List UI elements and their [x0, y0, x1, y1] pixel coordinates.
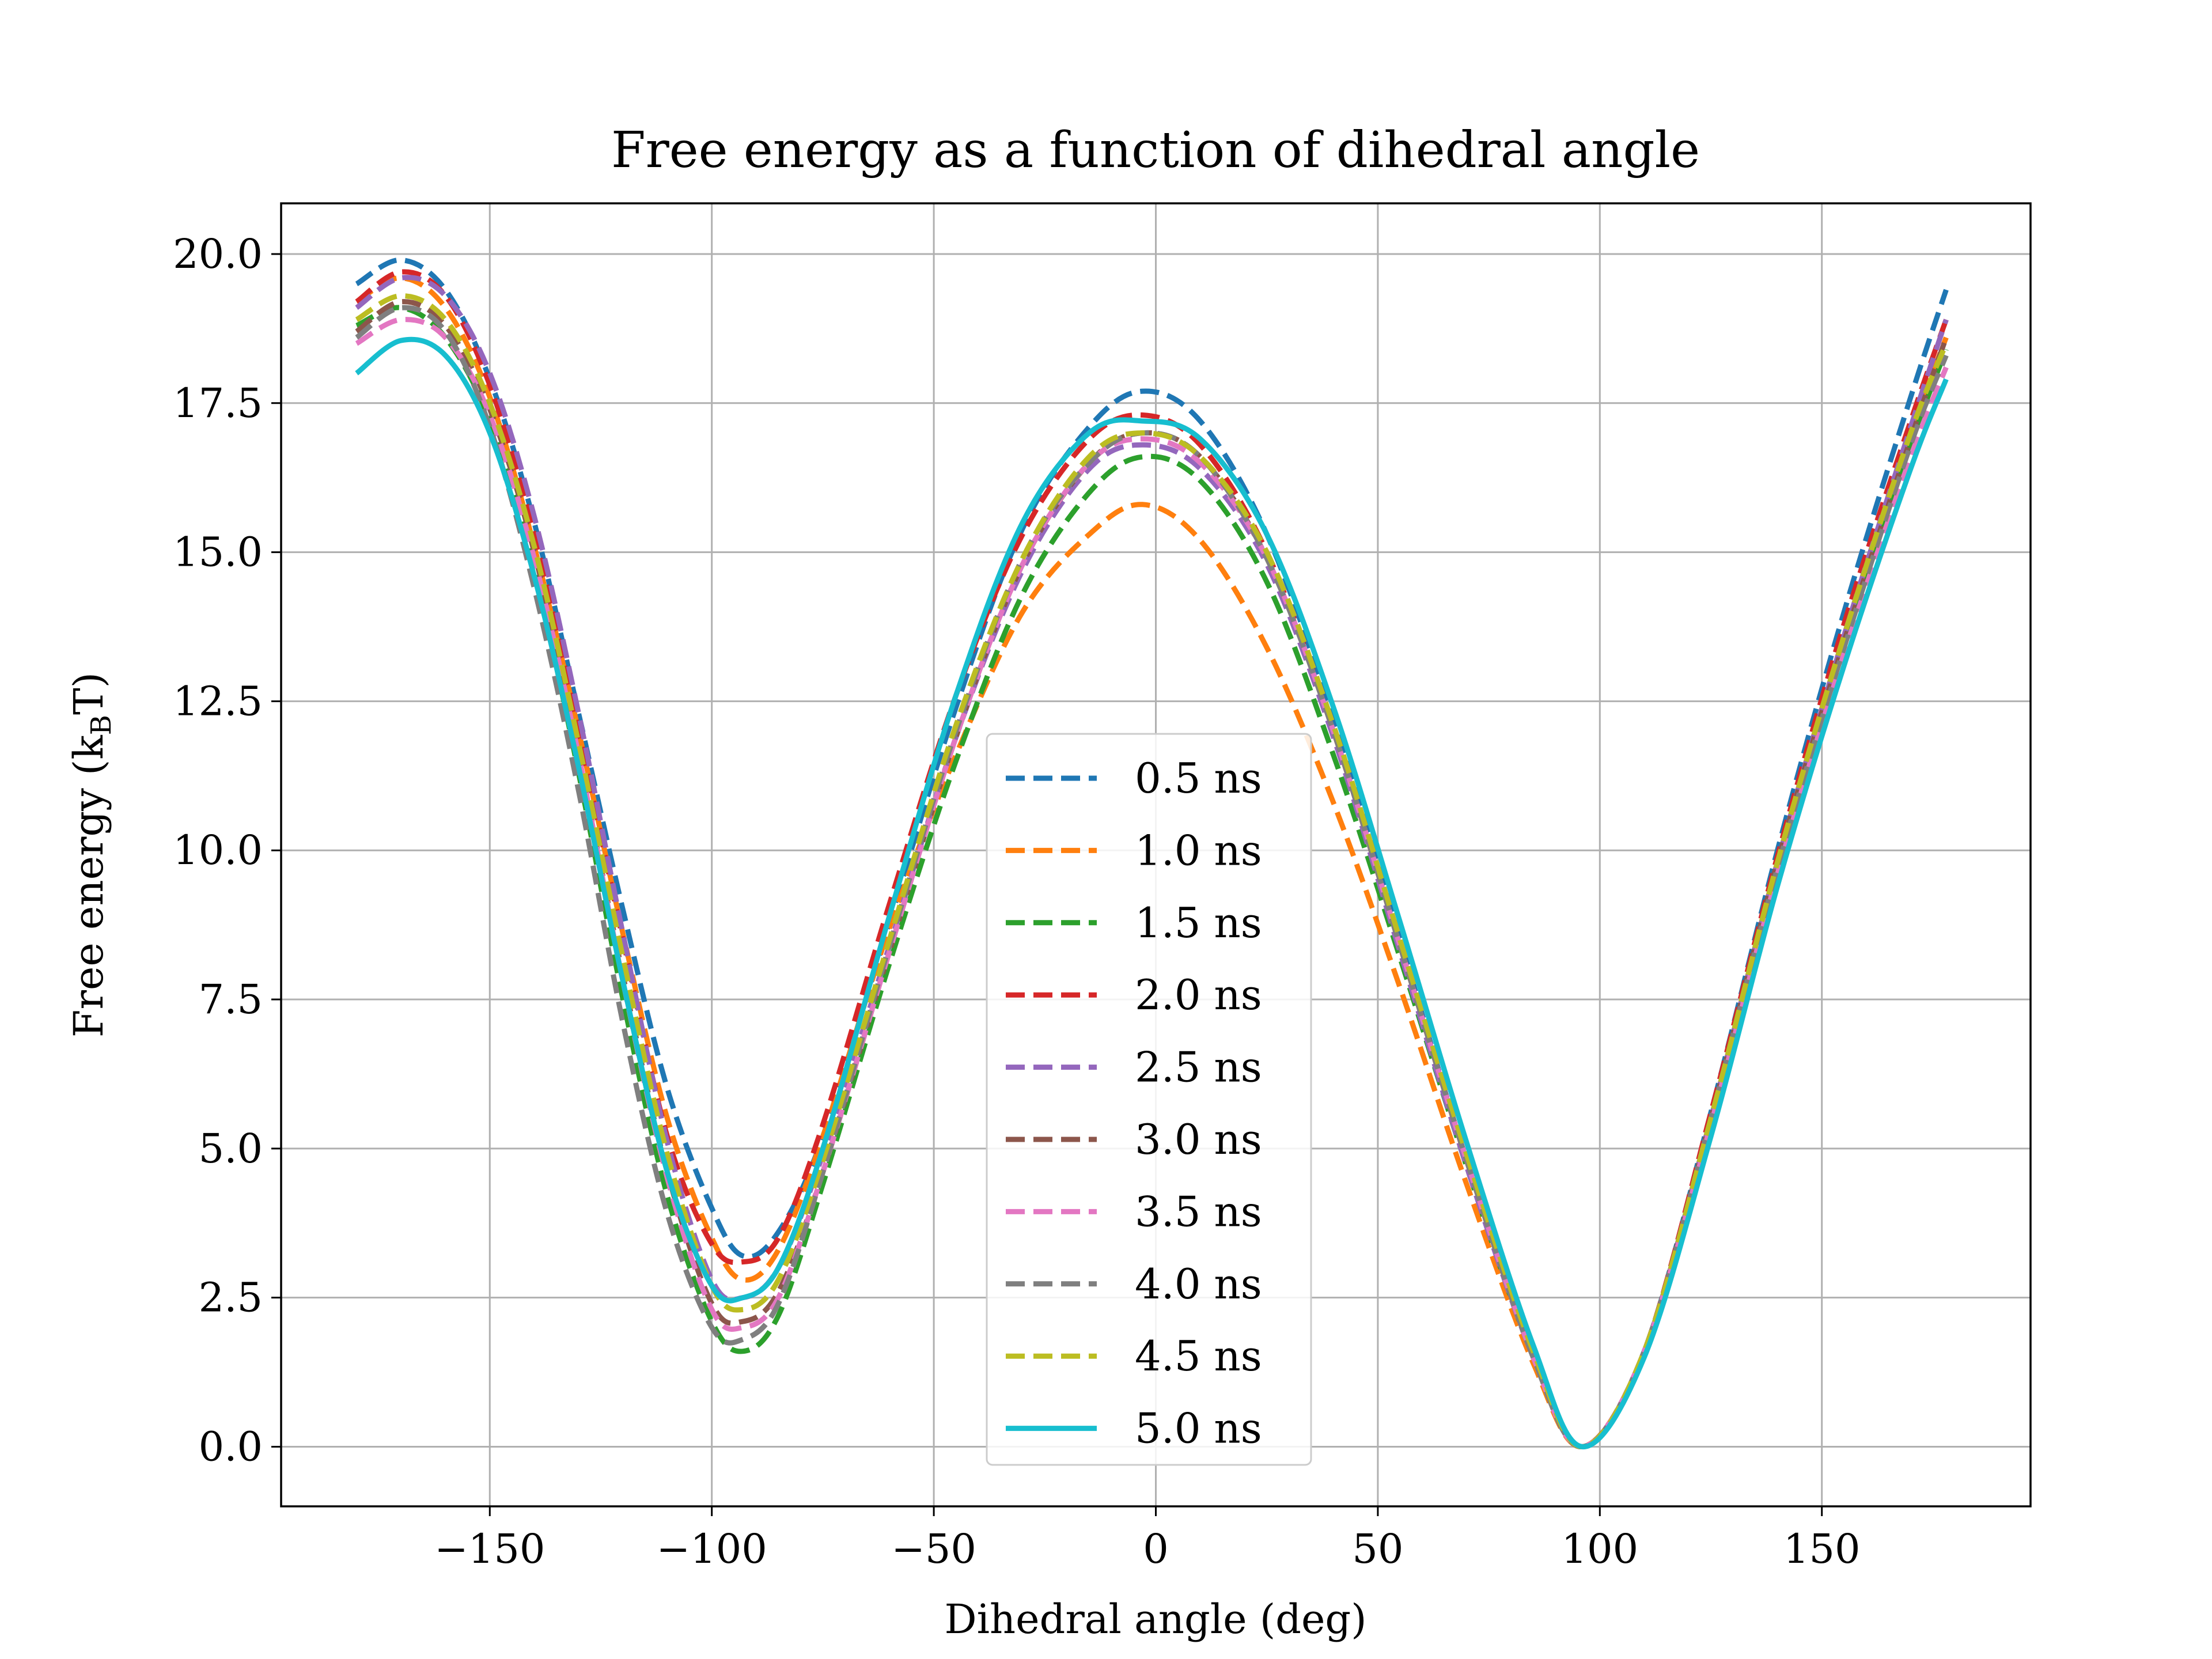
y-axis-ticks: 0.0 2.5 5.0 7.5 10.0 12.5 15.0 17.5 20.0: [173, 230, 281, 1470]
legend-label: 4.0 ns: [1135, 1260, 1262, 1308]
y-tick-label: 5.0: [199, 1125, 263, 1172]
legend-label: 2.5 ns: [1135, 1043, 1262, 1092]
y-tick-label: 0.0: [199, 1423, 263, 1470]
legend-label: 5.0 ns: [1135, 1404, 1262, 1453]
y-tick-label: 12.5: [173, 677, 263, 725]
x-axis-ticks: −150 −100 −50 0 50 100 150: [434, 1506, 1861, 1573]
series-line-7: [355, 305, 1949, 1449]
x-tick-label: 100: [1562, 1525, 1639, 1573]
legend-label: 2.0 ns: [1135, 971, 1262, 1019]
y-tick-label: 10.0: [173, 827, 263, 874]
y-tick-label: 7.5: [199, 976, 263, 1023]
series-lines: [355, 257, 1949, 1450]
legend: 0.5 ns 1.0 ns 1.5 ns 2.0 ns 2.5 ns 3.0 ns 3.5 …: [986, 733, 1312, 1466]
y-tick-label: 2.5: [199, 1274, 263, 1321]
y-tick-label: 20.0: [173, 230, 263, 278]
legend-label: 4.5 ns: [1135, 1332, 1262, 1380]
legend-label: 1.0 ns: [1135, 826, 1262, 874]
y-axis-label: Free energy (kBT): [65, 672, 118, 1037]
chart-title: Free energy as a function of dihedral an…: [611, 122, 1700, 179]
series-line-9: [355, 336, 1949, 1450]
plot-area: [355, 257, 1949, 1450]
y-axis-label-subscript: B: [85, 715, 118, 735]
y-axis-label-end: T): [65, 672, 112, 715]
legend-label: 0.5 ns: [1135, 754, 1262, 802]
x-tick-label: −100: [657, 1525, 767, 1573]
x-tick-label: −50: [891, 1525, 976, 1573]
plot-frame: [280, 202, 2032, 1508]
y-tick-label: 15.0: [173, 529, 263, 576]
legend-label: 3.5 ns: [1135, 1187, 1262, 1236]
x-axis-label: Dihedral angle (deg): [944, 1596, 1366, 1643]
legend-label: 1.5 ns: [1135, 899, 1262, 947]
x-tick-label: 0: [1143, 1525, 1169, 1573]
series-line-8: [355, 293, 1949, 1449]
x-tick-label: −150: [434, 1525, 545, 1573]
y-axis-label-main: Free energy (k: [65, 735, 112, 1037]
y-tick-label: 17.5: [173, 380, 263, 427]
legend-label: 3.0 ns: [1135, 1115, 1262, 1164]
x-tick-label: 50: [1352, 1525, 1403, 1573]
x-tick-label: 150: [1783, 1525, 1861, 1573]
